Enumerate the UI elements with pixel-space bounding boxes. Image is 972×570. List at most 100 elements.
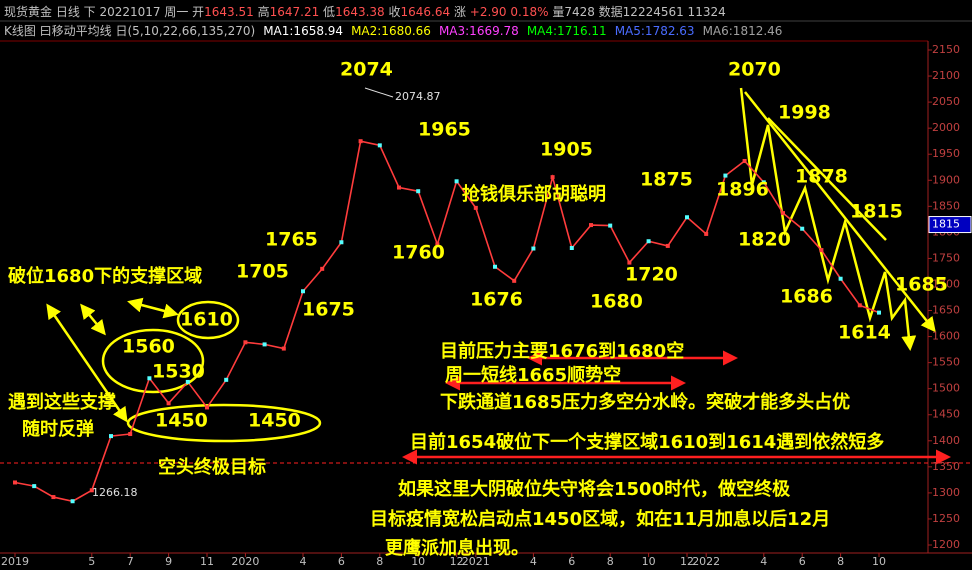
ma-legend-item-row: K线图 曰移动平均线 日(5,10,22,66,135,270) MA1:1658… <box>4 24 782 38</box>
price-annotation: 1676 <box>470 289 523 311</box>
price-point <box>89 488 94 493</box>
price-annotation: 1720 <box>625 264 678 286</box>
price-annotation: 1614 <box>838 322 891 344</box>
x-tick-label: 8 <box>607 555 614 568</box>
y-tick-label: 2050 <box>932 95 960 108</box>
price-point <box>358 139 363 144</box>
price-annotation: 1450 <box>248 410 301 432</box>
x-tick-label: 9 <box>165 555 172 568</box>
price-point <box>493 264 497 269</box>
price-point <box>128 432 133 437</box>
text-annotation: 周一短线1665顺势空 <box>445 364 621 386</box>
price-point <box>569 246 574 250</box>
x-tick-label: 8 <box>837 555 844 568</box>
y-tick-label: 1400 <box>932 434 960 447</box>
text-annotation: 目前压力主要1676到1680空 <box>440 340 684 362</box>
x-tick-label: 2022 <box>692 555 720 568</box>
ma-legend-item: K线图 曰移动平均线 日(5,10,22,66,135,270) <box>4 24 255 38</box>
price-point <box>32 484 37 489</box>
price-point <box>435 242 440 247</box>
price-point <box>301 289 305 294</box>
price-annotation: 1686 <box>780 286 833 308</box>
text-annotation: 下跌通道1685压力多空分水岭。突破才能多头占优 <box>440 391 850 413</box>
extreme-leader <box>364 87 394 98</box>
text-annotation: 抢钱俱乐部胡聪明 <box>462 183 606 205</box>
x-tick-label: 4 <box>300 555 307 568</box>
header-item-row: 现货黄金 日线 下 20221017 周一 开1643.51 高1647.21 … <box>4 4 726 19</box>
header-item: 1643.51 <box>204 5 254 19</box>
ma-legend-item: MA4:1716.11 <box>527 24 607 38</box>
price-annotation: 1685 <box>895 274 948 296</box>
price-point <box>512 278 517 283</box>
annotation-shapes <box>46 87 936 443</box>
header-item: 低 <box>319 5 335 19</box>
x-tick-label: 11 <box>200 555 214 568</box>
price-point <box>166 401 171 406</box>
price-marker-box <box>928 216 972 234</box>
x-tick-label: 6 <box>799 555 806 568</box>
price-point <box>13 480 17 485</box>
header-item: 收 <box>385 5 401 19</box>
y-tick-label: 1850 <box>932 199 960 212</box>
header-item: 现货黄金 日线 下 20221017 周一 开 <box>4 4 204 19</box>
price-point <box>224 377 229 382</box>
price-point <box>147 376 152 381</box>
price-point <box>397 185 401 190</box>
header-item: 1647.21 <box>270 5 320 19</box>
x-tick-label: 4 <box>760 555 767 568</box>
price-point <box>761 180 766 185</box>
text-annotation: 更鹰派加息出现。 <box>385 537 529 559</box>
y-tick-label: 1200 <box>932 538 960 551</box>
y-tick-label: 2150 <box>932 43 960 56</box>
price-point <box>646 239 651 244</box>
x-tick-label: 10 <box>642 555 656 568</box>
header-item: 高 <box>254 4 270 19</box>
price-point <box>685 215 689 220</box>
price-marker-label: 1815 <box>932 218 960 231</box>
price-point <box>800 226 805 231</box>
price-point <box>742 158 747 163</box>
y-tick-label: 1250 <box>932 512 960 525</box>
extreme-label: 1266.18 <box>92 486 138 499</box>
x-tick-label: 6 <box>338 555 345 568</box>
x-tick-label: 7 <box>127 555 134 568</box>
price-point <box>704 231 709 236</box>
price-line <box>14 140 880 503</box>
price-point <box>473 205 478 210</box>
price-point <box>550 175 555 180</box>
price-annotation: 1765 <box>265 229 318 251</box>
ma-legend-item: MA2:1680.66 <box>351 24 431 38</box>
y-tick-label: 1750 <box>932 251 960 264</box>
y-tick-label: 1550 <box>932 356 960 369</box>
price-annotation: 2074 <box>340 59 393 81</box>
x-tick-label: 8 <box>376 555 383 568</box>
extreme-label: 2074.87 <box>395 90 441 103</box>
x-tick-label: 2019 <box>1 555 29 568</box>
price-annotation: 1820 <box>738 229 791 251</box>
ma-legend-item: MA5:1782.63 <box>615 24 695 38</box>
price-annotation: 1878 <box>795 166 848 188</box>
price-annotation: 1530 <box>152 361 205 383</box>
y-tick-label: 1500 <box>932 382 960 395</box>
price-point <box>454 179 459 184</box>
header-item: 1643.38 <box>335 5 385 19</box>
price-point <box>723 173 728 178</box>
y-tick-label: 1700 <box>932 277 960 290</box>
y-tick-label: 1950 <box>932 147 960 160</box>
price-point <box>339 240 344 245</box>
price-annotation: 1896 <box>716 179 769 201</box>
x-tick-label: 12 <box>450 555 464 568</box>
price-annotation: 1610 <box>180 309 233 331</box>
price-annotation: 1760 <box>392 242 445 264</box>
price-annotation: 1815 <box>850 201 903 223</box>
y-tick-label: 1450 <box>932 408 960 421</box>
price-annotation: 1998 <box>778 102 831 124</box>
price-annotation: 1905 <box>540 139 593 161</box>
x-tick-label: 2021 <box>462 555 490 568</box>
price-point <box>320 266 325 271</box>
price-point <box>243 340 248 345</box>
x-tick-label: 2020 <box>231 555 259 568</box>
price-point <box>109 434 113 439</box>
y-tick-label: 1900 <box>932 173 960 186</box>
